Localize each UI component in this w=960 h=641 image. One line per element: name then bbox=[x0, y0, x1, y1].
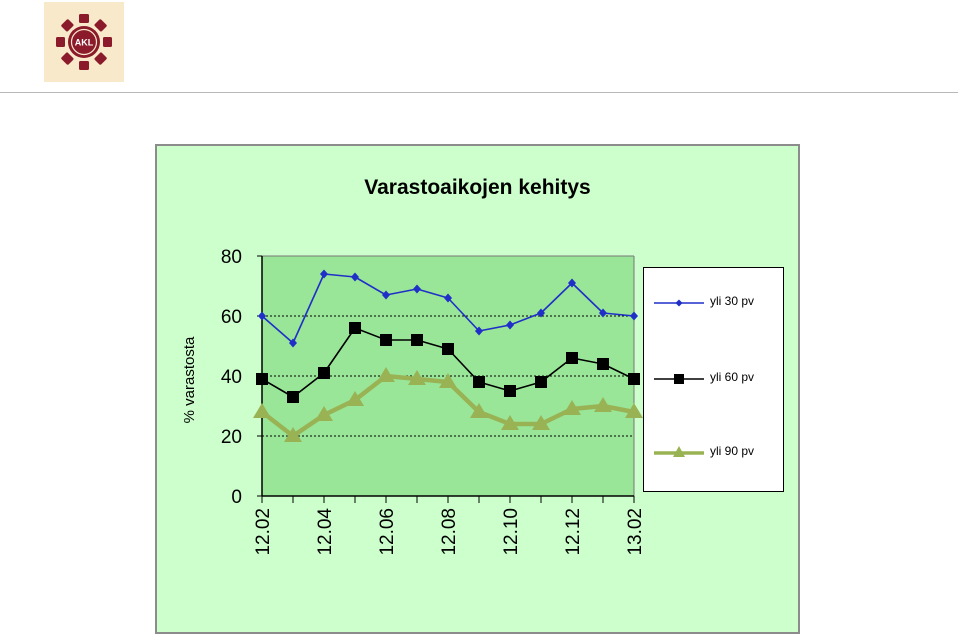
data-point bbox=[439, 373, 457, 388]
legend-label: yli 90 pv bbox=[710, 444, 755, 458]
data-point bbox=[597, 358, 609, 370]
header-divider bbox=[0, 92, 958, 93]
legend-label: yli 30 pv bbox=[710, 294, 755, 308]
data-point bbox=[630, 311, 638, 321]
y-tick-label: 80 bbox=[221, 247, 242, 268]
chart-area: Varastoaikojen kehitys 0 20 40 60 80 12.02 12… bbox=[155, 144, 800, 634]
data-point bbox=[351, 272, 359, 282]
x-tick-label: 12.08 bbox=[439, 508, 460, 556]
logo-spoke bbox=[61, 19, 74, 32]
legend-triangle-marker-icon bbox=[654, 446, 704, 457]
legend-item-yli-90: yli 90 pv bbox=[644, 442, 783, 462]
data-point bbox=[287, 391, 299, 403]
data-point bbox=[599, 308, 607, 318]
x-tick-label: 12.02 bbox=[253, 508, 274, 556]
data-point bbox=[568, 278, 576, 288]
logo-text: AKL bbox=[75, 38, 94, 48]
y-tick-label: 40 bbox=[221, 367, 242, 388]
legend-diamond-marker-icon bbox=[654, 299, 704, 307]
data-point bbox=[537, 308, 545, 318]
legend-item-yli-60: yli 60 pv bbox=[644, 368, 783, 388]
data-point bbox=[289, 338, 297, 348]
data-point bbox=[535, 376, 547, 388]
data-point bbox=[442, 343, 454, 355]
data-point bbox=[473, 376, 485, 388]
chart-title: Varastoaikojen kehitys bbox=[364, 176, 591, 199]
legend-square-marker-icon bbox=[654, 374, 704, 384]
y-axis-label: % varastosta bbox=[181, 336, 198, 423]
logo-emblem-icon: AKL bbox=[56, 14, 112, 70]
logo-spoke bbox=[56, 37, 65, 47]
chart-legend: yli 30 pv yli 60 pv yli 90 pv bbox=[643, 267, 784, 492]
data-point bbox=[380, 334, 392, 346]
data-point bbox=[532, 415, 550, 430]
y-tick-label: 0 bbox=[231, 487, 242, 508]
data-point bbox=[628, 373, 640, 385]
data-point bbox=[256, 373, 268, 385]
line-chart: 0 20 40 60 80 12.02 12.04 12.06 12.08 12.10 12.12… bbox=[181, 247, 646, 556]
data-point bbox=[315, 406, 333, 421]
x-tick-label: 12.12 bbox=[563, 508, 584, 556]
legend-label: yli 60 pv bbox=[710, 370, 755, 384]
data-point bbox=[594, 397, 612, 412]
y-tick-label: 20 bbox=[221, 427, 242, 448]
series-2 bbox=[256, 322, 640, 403]
logo-spoke bbox=[61, 52, 74, 65]
x-tick-label: 13.02 bbox=[625, 508, 646, 556]
series-3 bbox=[253, 367, 643, 442]
x-tick-label: 12.06 bbox=[377, 508, 398, 556]
logo: AKL bbox=[44, 2, 124, 82]
data-point bbox=[470, 403, 488, 418]
data-point bbox=[349, 322, 361, 334]
logo-spoke bbox=[79, 14, 89, 23]
data-point bbox=[625, 403, 643, 418]
data-point bbox=[504, 385, 516, 397]
data-point bbox=[258, 311, 266, 321]
data-point bbox=[563, 400, 581, 415]
data-point bbox=[408, 370, 426, 385]
series-1 bbox=[258, 269, 638, 348]
data-point bbox=[382, 290, 390, 300]
logo-spoke bbox=[79, 61, 89, 70]
logo-spoke bbox=[94, 19, 107, 32]
data-point bbox=[501, 415, 519, 430]
data-point bbox=[318, 367, 330, 379]
data-point bbox=[411, 334, 423, 346]
x-tick-label: 12.04 bbox=[315, 508, 336, 556]
data-point bbox=[284, 427, 302, 442]
data-point bbox=[444, 293, 452, 303]
data-point bbox=[566, 352, 578, 364]
logo-spoke bbox=[94, 52, 107, 65]
data-point bbox=[506, 320, 514, 330]
y-tick-label: 60 bbox=[221, 307, 242, 328]
data-point bbox=[377, 367, 395, 382]
data-point bbox=[475, 326, 483, 336]
data-point bbox=[413, 284, 421, 294]
data-point bbox=[346, 391, 364, 406]
data-point bbox=[320, 269, 328, 279]
logo-spoke bbox=[103, 37, 112, 47]
x-tick-label: 12.10 bbox=[501, 508, 522, 556]
legend-item-yli-30: yli 30 pv bbox=[644, 292, 783, 312]
data-point bbox=[253, 403, 271, 418]
